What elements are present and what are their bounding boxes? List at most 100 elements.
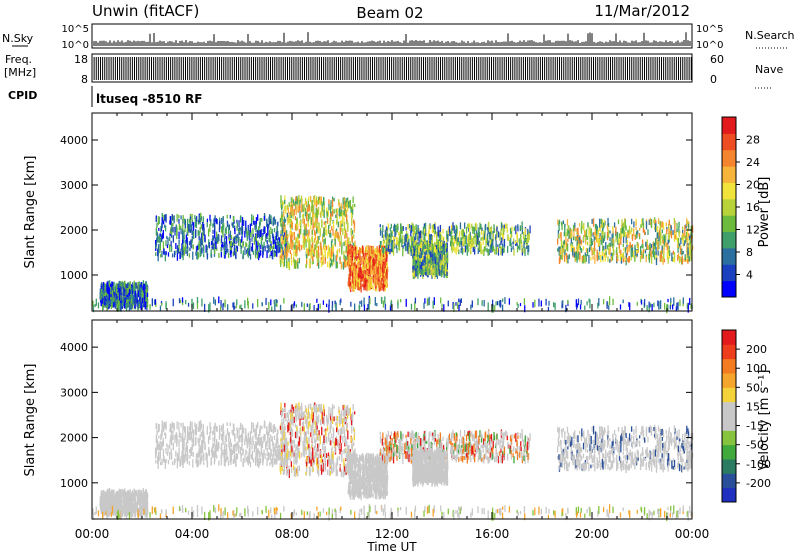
- power-cell: [641, 244, 643, 248]
- power-cell: [593, 236, 595, 243]
- power-cell: [157, 247, 159, 257]
- power-cell: [683, 241, 686, 246]
- power-cell: [628, 245, 630, 253]
- power-cell: [292, 256, 295, 263]
- power-cell: [342, 197, 344, 203]
- power-cell: [266, 218, 268, 228]
- power-cell: [659, 226, 661, 231]
- power-cell: [323, 244, 326, 252]
- power-cell: [599, 225, 601, 232]
- power-cell: [419, 259, 421, 267]
- power-cell: [368, 282, 370, 291]
- power-cell: [581, 220, 583, 229]
- power-cell: [577, 251, 579, 258]
- power-cell: [384, 296, 386, 304]
- power-cell: [419, 252, 421, 259]
- power-cell: [278, 245, 280, 251]
- power-cell: [690, 303, 692, 309]
- power-cell: [335, 261, 337, 269]
- power-cell: [487, 241, 489, 245]
- power-cell: [208, 242, 211, 249]
- power-cell: [123, 287, 126, 293]
- power-cell: [364, 252, 367, 257]
- power-cell: [296, 237, 299, 242]
- power-cell: [186, 227, 189, 233]
- power-cell: [330, 200, 332, 209]
- power-cell: [474, 223, 477, 231]
- power-cell: [574, 222, 576, 230]
- power-cell: [486, 235, 489, 243]
- power-cell: [441, 266, 443, 273]
- power-cell: [126, 299, 128, 306]
- power-cell: [516, 231, 518, 239]
- power-cell: [356, 276, 358, 283]
- power-cell: [404, 235, 406, 242]
- power-cell: [324, 248, 326, 258]
- power-cell: [405, 233, 407, 243]
- power-cell: [221, 217, 223, 225]
- power-cell: [691, 225, 694, 233]
- power-cell: [348, 265, 351, 272]
- power-cell: [381, 255, 383, 261]
- power-cell: [339, 212, 342, 217]
- power-cell: [575, 236, 577, 242]
- power-cell: [345, 209, 348, 216]
- power-cell: [482, 230, 485, 240]
- power-cell: [291, 204, 294, 213]
- power-cell: [109, 286, 111, 290]
- power-cell: [313, 248, 315, 253]
- power-cell: [232, 237, 235, 242]
- power-cell: [276, 230, 278, 236]
- power-cell: [393, 225, 395, 232]
- power-cell: [451, 237, 453, 244]
- power-cell: [572, 247, 574, 256]
- power-cell: [265, 233, 268, 237]
- date-title: 11/Mar/2012: [594, 2, 690, 20]
- power-cell: [423, 248, 425, 253]
- power-cell: [443, 265, 445, 270]
- power-cell: [290, 201, 292, 206]
- power-cell: [676, 222, 678, 232]
- power-cell: [442, 237, 445, 243]
- power-cell: [285, 242, 287, 247]
- power-cell: [300, 204, 303, 209]
- power-cell: [344, 260, 346, 268]
- power-cell: [294, 242, 296, 250]
- power-cell: [466, 245, 468, 250]
- power-cell: [464, 245, 467, 253]
- power-cell: [415, 225, 417, 231]
- power-cell: [378, 281, 381, 288]
- power-cell: [114, 300, 116, 309]
- power-cell: [155, 228, 158, 235]
- power-cell: [437, 239, 439, 248]
- power-cell: [417, 258, 419, 266]
- power-cell: [351, 235, 353, 243]
- power-cell: [273, 227, 276, 233]
- power-cell: [349, 200, 352, 209]
- power-cell: [182, 243, 184, 250]
- power-cell: [225, 226, 227, 232]
- power-panel-data: [92, 195, 694, 314]
- power-cell: [426, 241, 428, 250]
- power-cell: [305, 239, 307, 248]
- freq-label-line1: Freq.: [5, 53, 32, 66]
- power-cell: [340, 235, 342, 244]
- power-cell: [568, 230, 570, 239]
- power-cell: [252, 227, 254, 235]
- power-cell: [516, 243, 519, 253]
- power-cell: [122, 297, 124, 303]
- power-cell: [411, 247, 413, 252]
- power-cell: [329, 229, 331, 234]
- power-cell: [333, 253, 335, 262]
- power-cell: [178, 231, 180, 240]
- power-cell: [591, 250, 593, 256]
- power-cell: [255, 234, 257, 241]
- power-cell: [198, 214, 200, 221]
- power-cell: [157, 216, 160, 225]
- power-cell: [477, 235, 479, 245]
- power-cell: [357, 249, 359, 254]
- power-cell: [521, 244, 523, 253]
- power-cell: [329, 256, 332, 260]
- power-cell: [585, 254, 587, 260]
- power-cell: [616, 247, 618, 255]
